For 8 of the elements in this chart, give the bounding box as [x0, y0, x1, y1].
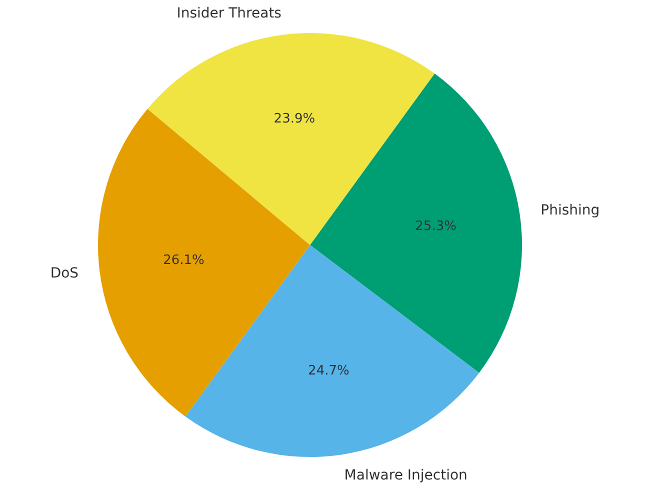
data-label: 26.1% [163, 253, 204, 268]
slice-label: Insider Threats [176, 6, 282, 22]
slice-label: DoS [50, 266, 79, 282]
data-label: 23.9% [274, 111, 316, 126]
slice-label: Phishing [540, 202, 600, 219]
data-label: 24.7% [308, 363, 350, 378]
slice-label: Malware Injection [344, 468, 468, 484]
data-label: 25.3% [415, 218, 456, 234]
